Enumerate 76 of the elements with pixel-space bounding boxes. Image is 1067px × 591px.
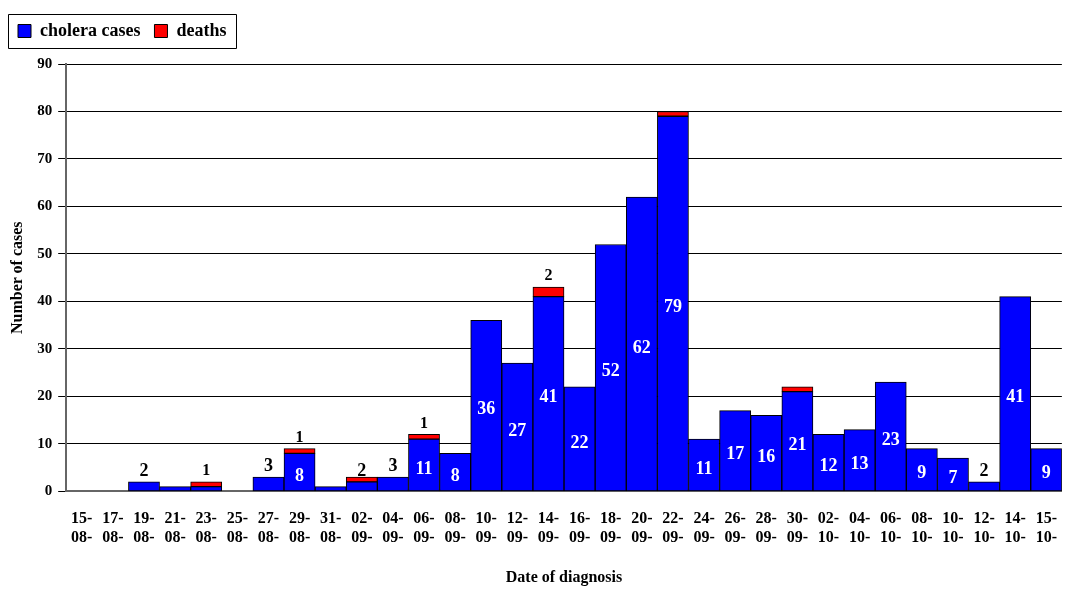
y-tick-label: 50 xyxy=(37,244,53,261)
x-tick-label: 29- 08- xyxy=(288,509,311,546)
data-label: 79 xyxy=(663,296,682,317)
x-axis-title: Date of diagnosis xyxy=(505,567,623,586)
x-tick-label: 18- 09- xyxy=(600,509,622,546)
data-label: 11 xyxy=(415,457,433,478)
x-tick-label: 17- 08- xyxy=(102,509,124,546)
data-label: 1 xyxy=(202,461,211,479)
data-label: 62 xyxy=(632,336,651,357)
y-tick-label: 70 xyxy=(37,149,53,166)
y-tick-label: 10 xyxy=(37,434,53,451)
x-tick-label: 10- 09- xyxy=(475,509,497,546)
legend-label: cholera cases xyxy=(40,19,141,40)
legend-label: deaths xyxy=(176,19,227,40)
data-label: 11 xyxy=(695,457,713,478)
data-label: 2 xyxy=(357,459,367,480)
data-label: 12 xyxy=(819,455,838,476)
data-label: 52 xyxy=(601,360,620,381)
x-tick-label: 30- 09- xyxy=(786,509,809,546)
y-tick-label: 20 xyxy=(37,387,53,404)
data-label: 2 xyxy=(139,459,149,480)
data-label: 13 xyxy=(850,452,869,473)
x-tick-label: 10- 10- xyxy=(942,509,964,546)
y-tick-label: 60 xyxy=(37,197,53,214)
x-tick-label: 22- 09- xyxy=(662,509,684,546)
data-label: 36 xyxy=(477,398,496,419)
x-tick-label: 06- 10- xyxy=(880,509,902,546)
x-tick-label: 31- 08- xyxy=(320,509,342,546)
data-label: 41 xyxy=(1006,386,1025,407)
x-tick-label: 21- 08- xyxy=(164,509,186,546)
x-tick-label: 20- 09- xyxy=(631,509,653,546)
x-tick-label: 28- 09- xyxy=(755,509,777,546)
x-tick-label: 15- 08- xyxy=(71,509,93,546)
data-label: 7 xyxy=(948,467,958,488)
x-tick-label: 06- 09- xyxy=(413,509,435,546)
x-tick-label: 27- 08- xyxy=(257,509,280,546)
data-label: 21 xyxy=(788,433,807,454)
data-label: 1 xyxy=(420,413,429,431)
y-tick-label: 30 xyxy=(37,339,53,356)
x-tick-label: 19- 08- xyxy=(133,509,155,546)
data-label: 1 xyxy=(295,427,304,445)
y-tick-label: 80 xyxy=(37,102,53,119)
data-label: 27 xyxy=(508,419,527,440)
data-label: 9 xyxy=(1041,462,1051,483)
data-label: 3 xyxy=(263,454,273,475)
data-label: 8 xyxy=(450,464,460,485)
x-tick-label: 25- 08- xyxy=(226,509,248,546)
x-tick-label: 04- 09- xyxy=(382,509,404,546)
x-tick-label: 08- 09- xyxy=(444,509,466,546)
data-label: 41 xyxy=(539,386,558,407)
x-tick-label: 12- 09- xyxy=(506,509,529,546)
y-tick-label: 40 xyxy=(37,292,53,309)
x-tick-label: 23- 08- xyxy=(195,509,217,546)
x-tick-label: 08- 10- xyxy=(911,509,933,546)
x-tick-label: 16- 09- xyxy=(568,509,591,546)
x-tick-label: 26- 09- xyxy=(724,509,746,546)
data-label: 2 xyxy=(979,459,989,480)
data-label: 3 xyxy=(388,454,398,475)
x-tick-label: 02- 09- xyxy=(351,509,373,546)
data-label: 22 xyxy=(570,431,589,452)
x-tick-label: 24- 09- xyxy=(693,509,715,546)
x-tick-label: 02- 10- xyxy=(817,509,840,546)
y-axis-title: Number of cases xyxy=(7,221,25,334)
y-tick-label: 0 xyxy=(44,482,53,499)
data-label: 9 xyxy=(917,462,927,483)
x-tick-label: 14- 09- xyxy=(537,509,560,546)
y-tick-label: 90 xyxy=(37,54,53,71)
x-tick-label: 14- 10- xyxy=(1004,509,1026,546)
data-label: 8 xyxy=(295,464,305,485)
data-label: 16 xyxy=(757,445,776,466)
x-tick-label: 12- 10- xyxy=(973,509,995,546)
data-label: 23 xyxy=(881,429,900,450)
data-label: 2 xyxy=(544,266,553,284)
x-tick-label: 04- 10- xyxy=(848,509,871,546)
x-tick-label: 15- 10- xyxy=(1035,509,1057,546)
data-label: 17 xyxy=(726,443,745,464)
